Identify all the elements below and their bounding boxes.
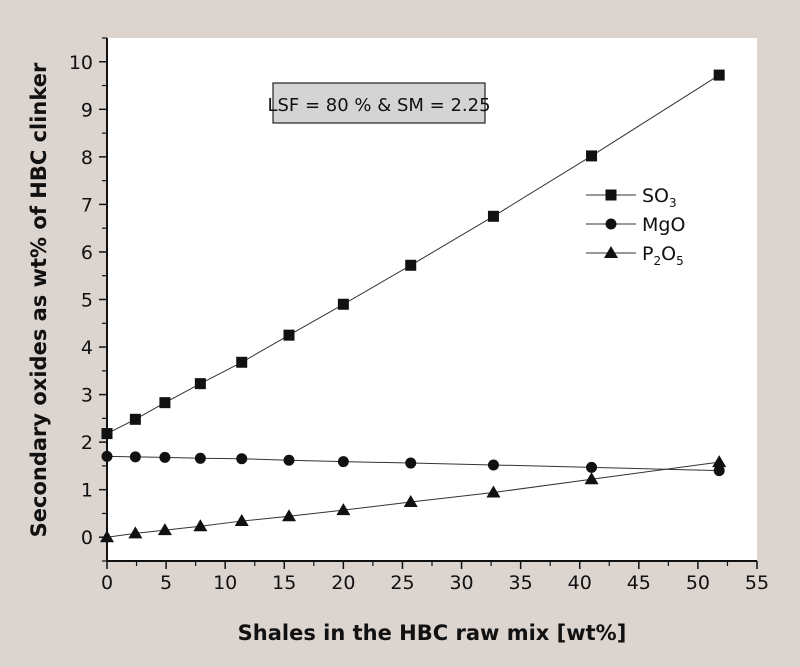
x-axis-label: Shales in the HBC raw mix [wt%]	[238, 621, 627, 645]
data-point-mgo	[129, 451, 141, 463]
legend: SO3 MgO P2O5	[586, 185, 685, 268]
x-tick-label: 10	[213, 572, 237, 594]
data-point-so3	[713, 69, 725, 81]
y-tick-label: 7	[81, 194, 93, 216]
data-point-so3	[159, 397, 171, 409]
data-point-so3	[405, 259, 417, 271]
data-point-p2o5	[128, 526, 143, 539]
legend-label: MgO	[642, 214, 685, 236]
plot-area	[107, 38, 757, 561]
y-tick-label: 0	[81, 527, 93, 549]
data-point-p2o5	[584, 472, 599, 485]
y-tick-label: 4	[81, 337, 93, 359]
legend-item-so3: SO3	[586, 185, 677, 210]
data-point-mgo	[194, 452, 206, 464]
x-tick-label: 30	[449, 572, 473, 594]
legend-marker	[605, 189, 617, 201]
y-tick-label: 1	[81, 480, 93, 502]
data-point-p2o5	[282, 509, 296, 522]
data-point-mgo	[713, 465, 725, 477]
y-tick-label: 6	[81, 242, 93, 264]
data-point-mgo	[283, 454, 295, 466]
data-point-p2o5	[234, 514, 249, 527]
series-mgo	[101, 450, 725, 477]
y-tick-label: 8	[81, 147, 93, 169]
legend-marker	[605, 218, 617, 230]
series-so3	[101, 69, 725, 440]
y-tick-label: 9	[81, 99, 93, 121]
data-point-mgo	[159, 451, 171, 463]
data-point-so3	[283, 329, 295, 341]
x-tick-label: 15	[272, 572, 296, 594]
data-point-p2o5	[486, 485, 501, 498]
data-point-p2o5	[336, 503, 351, 516]
x-tick-label: 40	[568, 572, 592, 594]
legend-marker	[604, 246, 618, 258]
data-point-p2o5	[157, 523, 172, 536]
data-point-p2o5	[100, 530, 114, 543]
x-tick-label: 45	[627, 572, 651, 594]
y-tick-label: 2	[81, 432, 93, 454]
data-point-mgo	[101, 450, 113, 462]
data-point-mgo	[586, 461, 598, 473]
data-point-p2o5	[403, 495, 418, 508]
y-tick-label: 5	[81, 290, 93, 312]
annotation-box: LSF = 80 % & SM = 2.25	[267, 82, 491, 124]
data-point-so3	[194, 378, 206, 390]
x-tick-label: 55	[745, 572, 769, 594]
data-point-so3	[586, 150, 598, 162]
x-tick-label: 5	[160, 572, 172, 594]
data-point-mgo	[236, 453, 248, 465]
annotation-text: LSF = 80 % & SM = 2.25	[267, 95, 490, 116]
data-point-so3	[487, 210, 499, 222]
legend-item-p2o5: P2O5	[586, 243, 684, 268]
x-tick-label: 0	[101, 572, 113, 594]
data-point-so3	[129, 413, 141, 425]
x-tick-label: 25	[390, 572, 414, 594]
data-point-mgo	[337, 456, 349, 468]
x-tick-label: 35	[509, 572, 533, 594]
legend-item-mgo: MgO	[586, 214, 685, 236]
y-tick-label: 3	[81, 385, 93, 407]
data-point-so3	[337, 298, 349, 310]
legend-label: P2O5	[642, 243, 684, 268]
data-point-so3	[101, 428, 113, 440]
x-tick-label: 20	[331, 572, 355, 594]
data-point-mgo	[405, 457, 417, 469]
series-p2o5	[100, 455, 727, 543]
data-point-so3	[236, 356, 248, 368]
data-point-p2o5	[193, 519, 208, 532]
legend-label: SO3	[642, 185, 677, 210]
y-axis-label: Secondary oxides as wt% of HBC clinker	[27, 62, 51, 537]
data-point-p2o5	[712, 455, 727, 468]
y-tick-label: 10	[69, 52, 93, 74]
x-tick-label: 50	[686, 572, 710, 594]
data-point-mgo	[487, 459, 499, 471]
